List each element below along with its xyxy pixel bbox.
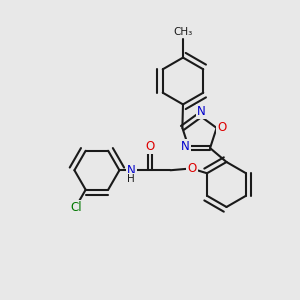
Text: N: N <box>127 164 136 177</box>
Text: O: O <box>218 121 226 134</box>
Text: N: N <box>196 105 206 119</box>
Text: CH₃: CH₃ <box>173 27 193 38</box>
Text: O: O <box>188 162 196 175</box>
Text: Cl: Cl <box>71 201 82 214</box>
Text: O: O <box>146 140 154 153</box>
Text: N: N <box>181 140 190 153</box>
Text: H: H <box>127 174 135 184</box>
